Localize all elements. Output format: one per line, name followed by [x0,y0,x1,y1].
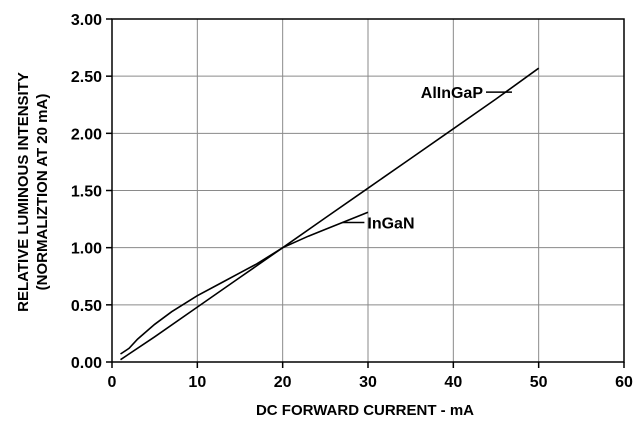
series-group: AlInGaP InGaN [120,67,540,361]
x-axis-label: DC FORWARD CURRENT - mA [256,402,474,419]
x-axis-ticks: 0 10 20 30 40 50 60 [108,362,633,391]
x-tick-label: 60 [615,374,633,391]
x-tick-label: 30 [359,374,377,391]
y-tick-label: 3.00 [71,12,102,29]
series-line [120,67,540,361]
y-axis-ticks: 0.00 0.50 1.00 1.50 2.00 2.50 3.00 [71,12,112,372]
grid-lines [112,19,624,362]
y-axis-label-line1: RELATIVE LUMINOUS INTENSITY [15,72,32,312]
y-tick-label: 0.00 [71,355,102,372]
y-tick-label: 2.50 [71,69,102,86]
x-tick-label: 40 [444,374,462,391]
x-tick-label: 0 [108,374,117,391]
y-axis-label-line2: (NORMALIZTION AT 20 mA) [34,94,51,291]
x-tick-label: 50 [530,374,548,391]
y-axis-label: RELATIVE LUMINOUS INTENSITY (NORMALIZTIO… [15,72,51,312]
y-tick-label: 1.00 [71,241,102,258]
series-label: InGaN [367,216,414,233]
series-label: AlInGaP [421,85,484,102]
x-tick-label: 10 [188,374,206,391]
y-tick-label: 0.50 [71,298,102,315]
y-tick-label: 2.00 [71,126,102,143]
y-tick-label: 1.50 [71,184,102,201]
series-line [120,211,369,355]
x-tick-label: 20 [274,374,292,391]
